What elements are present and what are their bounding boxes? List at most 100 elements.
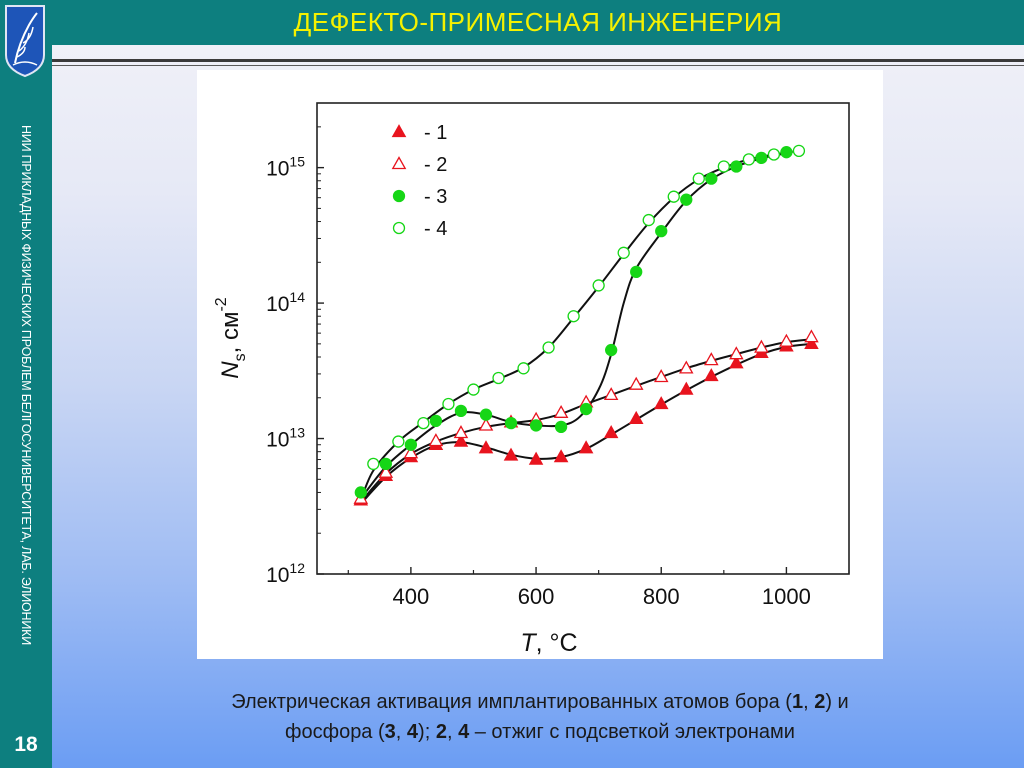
series-3-point: [605, 343, 618, 357]
series-2-point: [428, 433, 444, 447]
series-1-point: [703, 368, 719, 382]
series-3-point: [630, 265, 643, 279]
series-3-point: [454, 404, 468, 418]
legend-label-2: - 2: [424, 154, 447, 176]
series-2-point: [804, 329, 819, 343]
series-1-point: [578, 440, 594, 454]
caption-text: – отжиг с подсветкой электронами: [469, 721, 795, 743]
series-4-point: [692, 172, 705, 185]
plot-frame: [316, 102, 850, 575]
page-number: 18: [14, 733, 38, 756]
caption-text: ) и: [825, 691, 849, 713]
x-tick-label: 400: [393, 584, 430, 609]
series-1-point: [503, 447, 519, 461]
series-4-point: [792, 144, 806, 158]
x-tick-label: 600: [518, 584, 555, 609]
series-4-point: [392, 435, 405, 448]
series-4-point: [567, 310, 580, 323]
series-2-point: [678, 360, 694, 374]
caption-text: );: [418, 721, 436, 743]
series-3-point: [579, 402, 593, 416]
chart-figure: 400 600 800 1000 1012 1013 1014 1015 - 1 - 2 - 3…: [197, 70, 883, 659]
legend-marker-1: [391, 124, 407, 138]
series-4-point: [642, 213, 655, 227]
caption-text: ,: [395, 721, 407, 743]
legend-label-3: - 3: [424, 186, 447, 208]
series-3-point: [780, 146, 793, 159]
series-4-point: [517, 362, 530, 375]
series-4-point: [542, 341, 555, 354]
series-3-point: [404, 438, 418, 451]
series-4-point: [617, 246, 630, 259]
x-tick-label: 800: [643, 584, 680, 609]
series-1-point: [603, 425, 619, 439]
series-2-point: [553, 404, 569, 418]
series-1-point: [729, 355, 744, 369]
caption-bold: 2: [814, 691, 826, 713]
series-4-point: [717, 160, 730, 173]
series-3-point: [504, 416, 518, 430]
chart-svg: 400 600 800 1000 1012 1013 1014 1015 - 1 - 2 - 3…: [213, 102, 850, 657]
series-1-point: [478, 440, 494, 454]
legend-marker-3: [392, 189, 406, 203]
y-tick-label: 1015: [266, 154, 305, 181]
series-3-point: [730, 160, 743, 173]
divider-thick: [52, 59, 1024, 62]
y-tick-label: 1014: [266, 289, 305, 316]
series-4-point: [592, 279, 605, 292]
series-4-point: [442, 397, 455, 411]
series-2-point: [403, 445, 419, 459]
series-2-point: [378, 464, 394, 478]
divider-thin: [52, 65, 1024, 66]
series-1-point: [678, 381, 694, 395]
y-tick-label: 1013: [266, 425, 305, 452]
series-3-point: [554, 420, 568, 433]
caption-text: ,: [446, 721, 459, 743]
figure-caption: Электрическая активация имплантированных…: [100, 687, 980, 747]
legend: - 1 - 2 - 3 - 4: [391, 122, 447, 240]
series-2-point: [654, 369, 669, 383]
y-axis-label: Ns, см-2: [213, 297, 249, 379]
series-3-point: [755, 151, 768, 165]
series-3-point: [379, 457, 392, 471]
caption-bold: 4: [406, 721, 419, 743]
series-4-point: [667, 190, 680, 203]
series-1-point: [553, 449, 569, 463]
series-1-point: [528, 451, 544, 465]
series-2-point: [628, 376, 644, 390]
series-4-point: [367, 457, 380, 471]
sidebar-caption: НИИ ПРИКЛАДНЫХ ФИЗИЧЕСКИХ ПРОБЛЕМ БЕЛГОС…: [8, 110, 44, 660]
legend-label-1: - 1: [424, 122, 447, 144]
x-tick-label: 1000: [762, 584, 811, 609]
caption-bold: 1: [791, 691, 804, 713]
series-3-point: [354, 486, 367, 499]
legend-marker-2: [391, 156, 407, 170]
series-2-point: [703, 352, 719, 366]
series-2-point: [453, 425, 469, 439]
x-axis-label: T, °C: [520, 629, 577, 657]
series-3-point: [705, 172, 718, 185]
series-4-point: [492, 371, 505, 385]
university-crest-icon: [5, 5, 45, 78]
legend-marker-4: [392, 221, 406, 235]
series-1-point: [453, 433, 469, 447]
series-1-point: [653, 396, 669, 410]
series-2-point: [779, 333, 794, 347]
title-band: [52, 0, 1024, 45]
sidebar-caption-text: НИИ ПРИКЛАДНЫХ ФИЗИЧЕСКИХ ПРОБЛЕМ БЕЛГОС…: [19, 124, 33, 646]
series-3-point: [479, 408, 493, 421]
y-tick-label: 1012: [266, 560, 305, 587]
series-1-point: [628, 410, 644, 424]
data-markers: [353, 144, 819, 506]
series-1-point: [804, 336, 819, 350]
series-3-point: [680, 193, 693, 206]
legend-label-4: - 4: [424, 218, 447, 240]
caption-text: Электрическая активация имплантированных…: [231, 691, 792, 713]
caption-bold: 4: [458, 721, 470, 743]
y-axis: 1012 1013 1014 1015: [266, 126, 324, 587]
series-3-point: [655, 224, 668, 238]
caption-text: ,: [803, 691, 815, 713]
sidebar: НИИ ПРИКЛАДНЫХ ФИЗИЧЕСКИХ ПРОБЛЕМ БЕЛГОС…: [0, 0, 52, 768]
series-2-point: [478, 417, 494, 431]
caption-bold: 3: [384, 721, 396, 743]
